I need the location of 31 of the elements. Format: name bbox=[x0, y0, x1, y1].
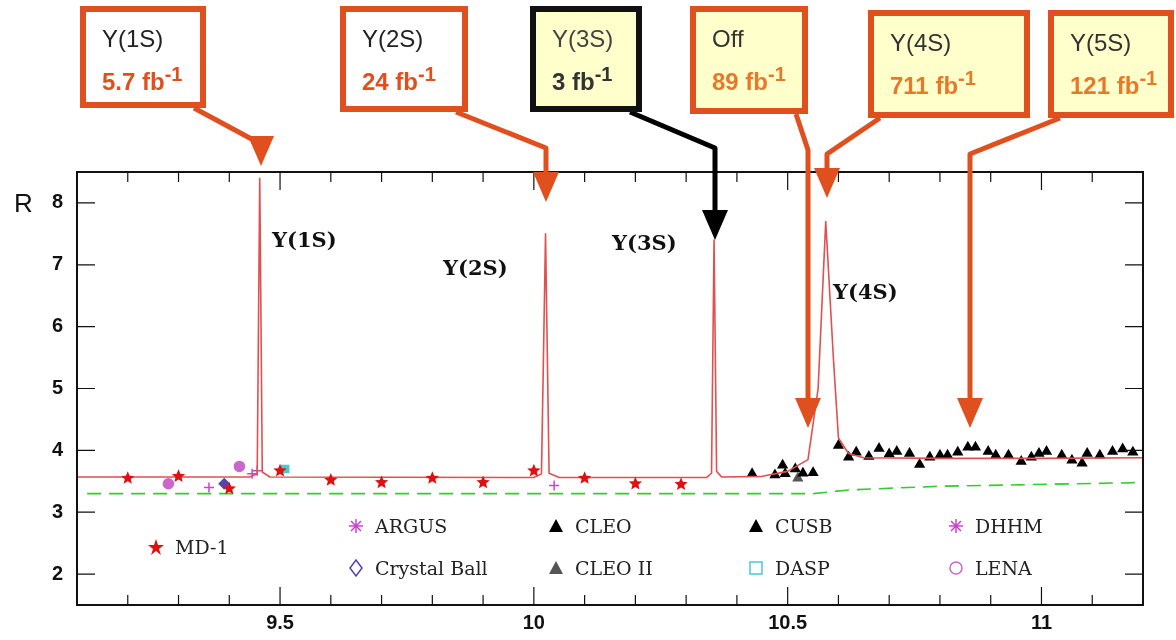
legend-label: DHHM bbox=[975, 515, 1043, 537]
legend-label: ARGUS bbox=[375, 515, 448, 537]
annotation: Υ(4S) bbox=[833, 278, 898, 306]
y-tick-label: 2 bbox=[51, 561, 63, 584]
x-tick-label: 10 bbox=[522, 610, 545, 633]
x-tick-label: 9.5 bbox=[266, 610, 294, 633]
annotation: Υ(3S) bbox=[612, 229, 677, 257]
text: Y(5S) 121 fb$^{-1}$ bbox=[1070, 28, 1159, 101]
x-tick-label: 10.5 bbox=[768, 610, 808, 633]
text: Off 89 fb$^{-1}$ bbox=[712, 24, 787, 97]
legend-label: MD-1 bbox=[175, 536, 229, 558]
text: Y(3S) 3 fb$^{-1}$ bbox=[552, 24, 615, 97]
legend-label: DASP bbox=[775, 557, 830, 579]
y-tick-label: 5 bbox=[51, 376, 63, 399]
annotation: Υ(2S) bbox=[443, 254, 508, 282]
x-tick-label: 11 bbox=[1030, 610, 1053, 633]
y-axis-title: R bbox=[14, 188, 33, 219]
legend-label: LENA bbox=[975, 557, 1032, 579]
y-tick-label: 4 bbox=[51, 437, 64, 460]
y-tick-label: 6 bbox=[51, 314, 63, 337]
annotation: Υ(1S) bbox=[272, 226, 337, 254]
y-tick-label: 8 bbox=[51, 190, 63, 213]
text: Y(2S) 24 fb$^{-1}$ bbox=[362, 24, 437, 97]
legend-label: CUSB bbox=[775, 515, 833, 537]
legend-label: CLEO II bbox=[575, 557, 653, 579]
legend-label: CLEO bbox=[575, 515, 632, 537]
text: Y(4S) 711 fb$^{-1}$ bbox=[890, 28, 977, 101]
y-tick-label: 7 bbox=[51, 252, 63, 275]
legend-label: Crystal Ball bbox=[375, 557, 488, 579]
y-tick-label: 3 bbox=[51, 499, 63, 522]
text: Y(1S) 5.7 fb$^{-1}$ bbox=[102, 24, 184, 97]
